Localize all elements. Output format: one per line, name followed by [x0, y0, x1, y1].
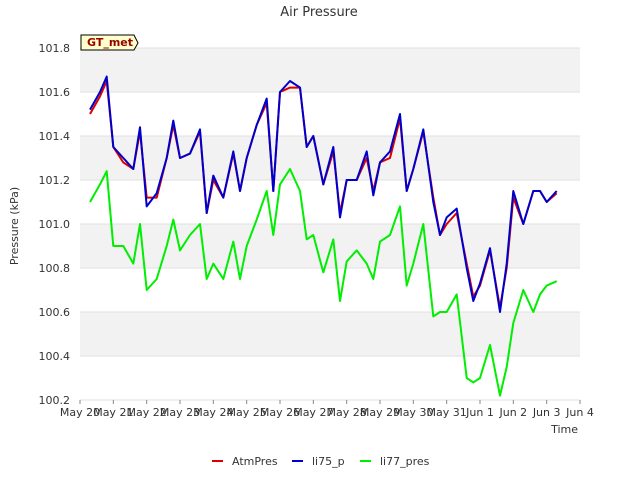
annotation-box	[80, 34, 139, 51]
legend-label-li75_p: li75_p	[312, 455, 345, 468]
x-tick-label: May 29	[360, 406, 400, 419]
site-annotation-badge: GT_met	[80, 34, 139, 51]
x-tick-label: Jun 1	[465, 406, 494, 419]
legend: AtmPres li75_p li77_pres	[212, 455, 430, 468]
series-line-li77_pres	[89, 168, 558, 397]
y-tick-label: 101.8	[39, 42, 71, 55]
y-tick-label: 100.4	[39, 350, 71, 363]
x-tick-label: May 31	[427, 406, 467, 419]
y-tick-label: 101.6	[39, 86, 71, 99]
x-tick-label: May 22	[127, 406, 167, 419]
annotation-text: GT_met	[87, 36, 133, 49]
x-tick-label: May 26	[260, 406, 300, 419]
x-tick-label: May 27	[293, 406, 333, 419]
y-tick-label: 100.2	[39, 394, 71, 407]
x-tick-label: May 21	[93, 406, 133, 419]
legend-label-AtmPres: AtmPres	[232, 455, 278, 468]
legend-label-li77_pres: li77_pres	[380, 455, 430, 468]
x-axis-label: Time	[550, 423, 578, 436]
x-tick-label: Jun 4	[565, 406, 594, 419]
x-tick-label: Jun 3	[532, 406, 561, 419]
grid-band	[80, 224, 580, 268]
x-tick-label: May 25	[227, 406, 267, 419]
grid-band	[80, 312, 580, 356]
y-tick-label: 101.2	[39, 174, 71, 187]
x-tick-label: Jun 2	[498, 406, 527, 419]
y-tick-label: 100.8	[39, 262, 71, 275]
x-tick-label: May 28	[327, 406, 367, 419]
x-tick-label: May 24	[193, 406, 233, 419]
y-axis-label: Pressure (kPa)	[8, 187, 21, 265]
chart-title: Air Pressure	[280, 5, 358, 20]
y-tick-label: 101.4	[39, 130, 71, 143]
y-tick-label: 100.6	[39, 306, 71, 319]
series-line-li75_p	[89, 75, 558, 313]
x-tick-label: May 23	[160, 406, 200, 419]
gridlines	[80, 47, 580, 401]
y-tick-label: 101.0	[39, 218, 71, 231]
series-lines	[89, 75, 558, 397]
y-axis-ticks: 100.2 100.4 100.6 100.8 101.0 101.2 101.4 101.6…	[39, 42, 71, 407]
grid-band	[80, 48, 580, 92]
x-tick-label: May 30	[393, 406, 433, 419]
x-tick-label: May 20	[60, 406, 100, 419]
